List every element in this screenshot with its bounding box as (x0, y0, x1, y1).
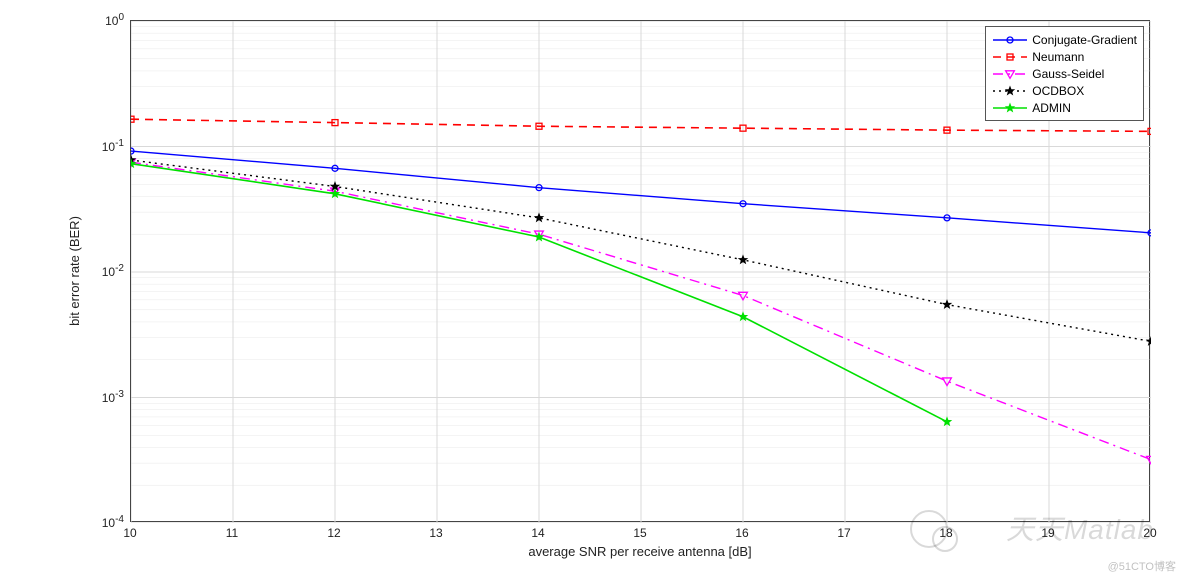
legend-swatch (992, 101, 1028, 115)
x-tick-label: 18 (939, 526, 952, 540)
watermark-text: 天天Matlab (1006, 508, 1154, 548)
x-tick-label: 17 (837, 526, 850, 540)
legend-label: ADMIN (1032, 101, 1071, 115)
legend-swatch (992, 50, 1028, 64)
y-tick-label: 10-1 (102, 138, 130, 154)
x-tick-label: 16 (735, 526, 748, 540)
x-tick-label: 20 (1143, 526, 1156, 540)
x-tick-label: 11 (226, 526, 238, 540)
x-tick-label: 13 (429, 526, 442, 540)
legend-item: Neumann (992, 48, 1137, 65)
y-axis-label: bit error rate (BER) (67, 216, 82, 326)
x-tick-label: 15 (633, 526, 646, 540)
legend-swatch (992, 33, 1028, 47)
series-ADMIN (131, 159, 951, 425)
x-tick-label: 19 (1041, 526, 1054, 540)
legend-item: ADMIN (992, 99, 1137, 116)
legend-label: Gauss-Seidel (1032, 67, 1104, 81)
x-tick-label: 12 (327, 526, 340, 540)
y-tick-label: 10-4 (102, 514, 130, 530)
x-axis-label: average SNR per receive antenna [dB] (528, 544, 751, 559)
legend-label: Neumann (1032, 50, 1084, 64)
legend-item: Gauss-Seidel (992, 65, 1137, 82)
legend-item: Conjugate-Gradient (992, 31, 1137, 48)
legend-swatch (992, 67, 1028, 81)
legend-box: Conjugate-Gradient Neumann Gauss-Seidel OCD… (985, 26, 1144, 121)
legend-label: Conjugate-Gradient (1032, 33, 1137, 47)
legend-label: OCDBOX (1032, 84, 1084, 98)
y-tick-label: 100 (105, 12, 130, 28)
x-tick-label: 14 (531, 526, 544, 540)
y-tick-label: 10-3 (102, 389, 130, 405)
legend-item: OCDBOX (992, 82, 1137, 99)
y-tick-label: 10-2 (102, 263, 130, 279)
figure: bit error rate (BER) average SNR per rec… (0, 0, 1184, 578)
watermark-sub: @51CTO博客 (1108, 558, 1176, 574)
legend-swatch (992, 84, 1028, 98)
